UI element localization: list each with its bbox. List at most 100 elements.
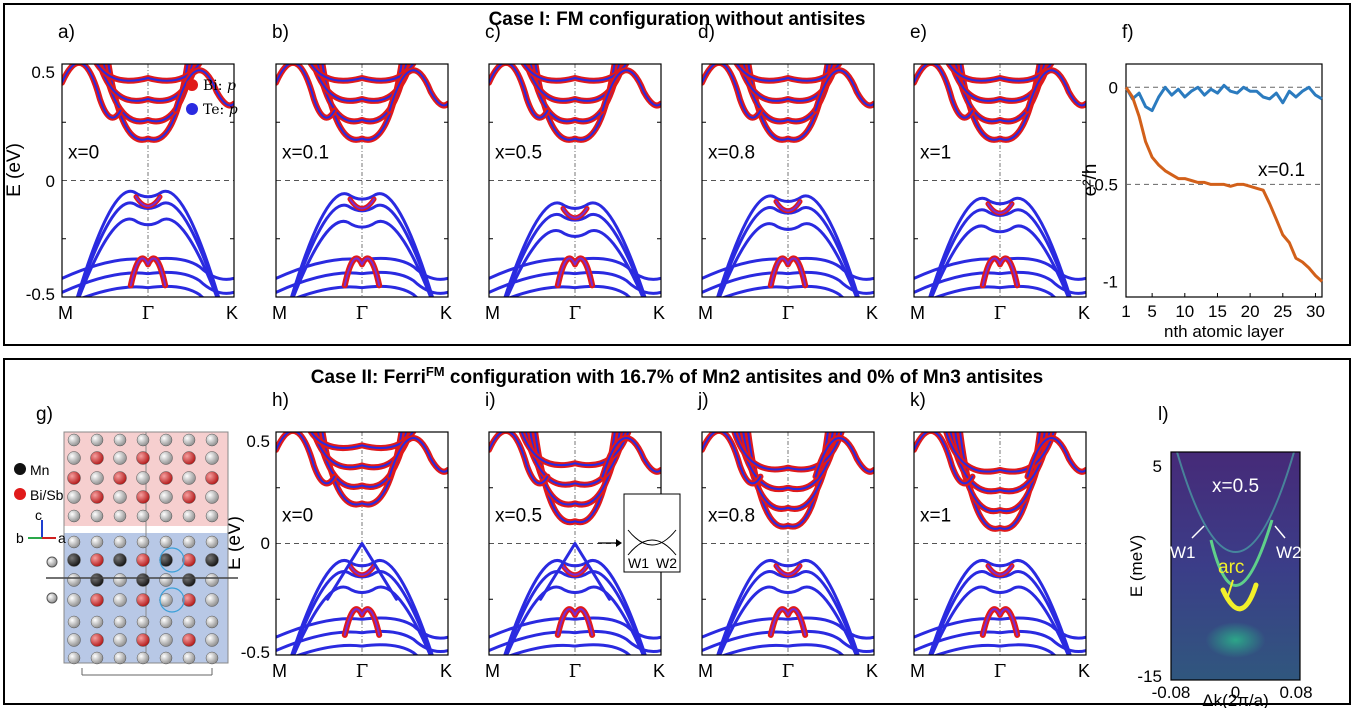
conduction-band-side-core xyxy=(814,69,874,112)
kpath-m: M xyxy=(910,661,925,681)
gamma-pocket-core xyxy=(981,257,1019,287)
atom xyxy=(67,593,81,607)
x-tick: 30 xyxy=(1306,302,1325,321)
valence-band-lower xyxy=(80,284,205,297)
axis-a-label: a xyxy=(58,530,66,546)
legend-dot-bisb xyxy=(14,488,26,500)
atom xyxy=(159,651,173,665)
valence-band-lower xyxy=(702,256,874,281)
valence-band-lower xyxy=(914,629,1086,654)
conduction-band-side-core xyxy=(1026,437,1086,478)
band-panel-h: h) x=0 M Γ K xyxy=(272,390,452,682)
atom xyxy=(159,451,173,465)
panel-frame xyxy=(275,63,449,298)
valence-band-lower xyxy=(702,629,874,654)
gamma-pocket-upper-core xyxy=(348,198,376,210)
atom xyxy=(90,633,104,647)
conduction-band-core xyxy=(733,432,843,471)
kpath-m: M xyxy=(698,303,713,323)
atom xyxy=(136,490,150,504)
kpath-gamma: Γ xyxy=(356,303,369,324)
panel-frame xyxy=(913,431,1087,656)
valence-band xyxy=(505,229,645,297)
atom xyxy=(113,535,127,549)
atom xyxy=(113,633,127,647)
valence-band-lower xyxy=(914,270,1086,295)
gamma-pocket-core xyxy=(129,257,167,287)
conduction-band-side-core xyxy=(814,437,874,478)
atom xyxy=(113,509,127,523)
conduction-band-side-core xyxy=(1026,69,1086,112)
valence-band-lower xyxy=(62,256,234,281)
valence-band xyxy=(718,222,858,297)
atom xyxy=(67,651,81,665)
conduction-band-side-core xyxy=(914,432,974,485)
bulk-glow xyxy=(1205,622,1266,658)
x-tick: 5 xyxy=(1147,302,1156,321)
panel-x-label: x=0.8 xyxy=(708,143,755,164)
atom xyxy=(182,490,196,504)
conduction-band-side-core xyxy=(276,64,336,119)
kpath-m: M xyxy=(698,661,713,681)
atom xyxy=(159,573,173,587)
valence-band xyxy=(928,558,1072,655)
atom xyxy=(136,471,150,485)
atom xyxy=(182,509,196,523)
valence-band-lower xyxy=(276,270,448,295)
conduction-band-side-core xyxy=(489,64,549,119)
atom xyxy=(136,535,150,549)
dirac-crossing xyxy=(539,542,611,601)
y-tick: 0.5 xyxy=(246,432,270,451)
legend-dot xyxy=(186,103,198,115)
atom xyxy=(113,615,127,629)
valence-band xyxy=(292,585,432,655)
panel-letter: i) xyxy=(485,390,496,411)
gamma-pocket-core xyxy=(769,257,807,287)
atom xyxy=(182,633,196,647)
atom xyxy=(67,451,81,465)
atom xyxy=(205,615,219,629)
axis-b-label: b xyxy=(16,530,24,546)
valence-band-lower xyxy=(720,643,845,655)
panel-letter: l) xyxy=(1158,404,1169,425)
valence-band-lower xyxy=(276,616,448,640)
panel-letter: h) xyxy=(272,390,289,411)
case1-title: Case I: FM configuration without antisit… xyxy=(489,9,866,30)
conduction-band-side-core xyxy=(702,432,762,485)
arc-state xyxy=(1220,582,1259,612)
w2-label: W2 xyxy=(1276,543,1302,562)
atom xyxy=(67,553,81,567)
atom xyxy=(90,553,104,567)
panel-x-label: x=0.5 xyxy=(495,143,542,164)
atom xyxy=(67,490,81,504)
kpath-gamma: Γ xyxy=(782,661,795,682)
atom xyxy=(182,553,196,567)
atom xyxy=(182,593,196,607)
atom xyxy=(67,471,81,485)
conduction-band-side-core xyxy=(174,69,234,112)
gamma-pocket-core xyxy=(343,608,381,636)
bulk-cone xyxy=(1176,452,1295,553)
panel-x-label: x=0.5 xyxy=(495,506,542,527)
conduction-band-side-core xyxy=(601,437,661,478)
kpath-gamma: Γ xyxy=(782,303,795,324)
valence-band xyxy=(75,189,221,297)
atom xyxy=(90,471,104,485)
kpath-gamma: Γ xyxy=(569,661,582,682)
conduction-band-side-core xyxy=(276,432,336,485)
atom xyxy=(182,615,196,629)
atom xyxy=(205,451,219,465)
valence-band xyxy=(291,219,433,297)
panel-letter: j) xyxy=(697,390,709,411)
band-panel-c: c) x=0.5 M Γ K xyxy=(485,22,665,324)
valence-band xyxy=(930,585,1070,655)
valence-band xyxy=(928,196,1072,297)
kpath-m: M xyxy=(58,303,73,323)
kpath-gamma: Γ xyxy=(142,303,155,324)
valence-band-lower xyxy=(276,256,448,281)
atom xyxy=(67,615,81,629)
inset-w2-label: W2 xyxy=(656,555,677,571)
atom xyxy=(205,535,219,549)
conduction-band-side-core xyxy=(914,64,974,119)
